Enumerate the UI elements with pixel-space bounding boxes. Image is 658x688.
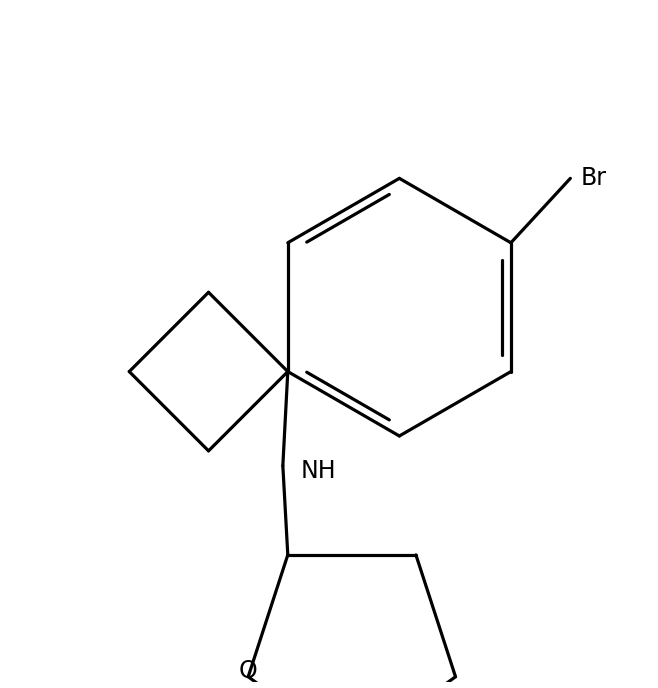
Text: NH: NH bbox=[301, 459, 336, 483]
Text: O: O bbox=[239, 659, 257, 683]
Text: Br: Br bbox=[580, 166, 606, 191]
